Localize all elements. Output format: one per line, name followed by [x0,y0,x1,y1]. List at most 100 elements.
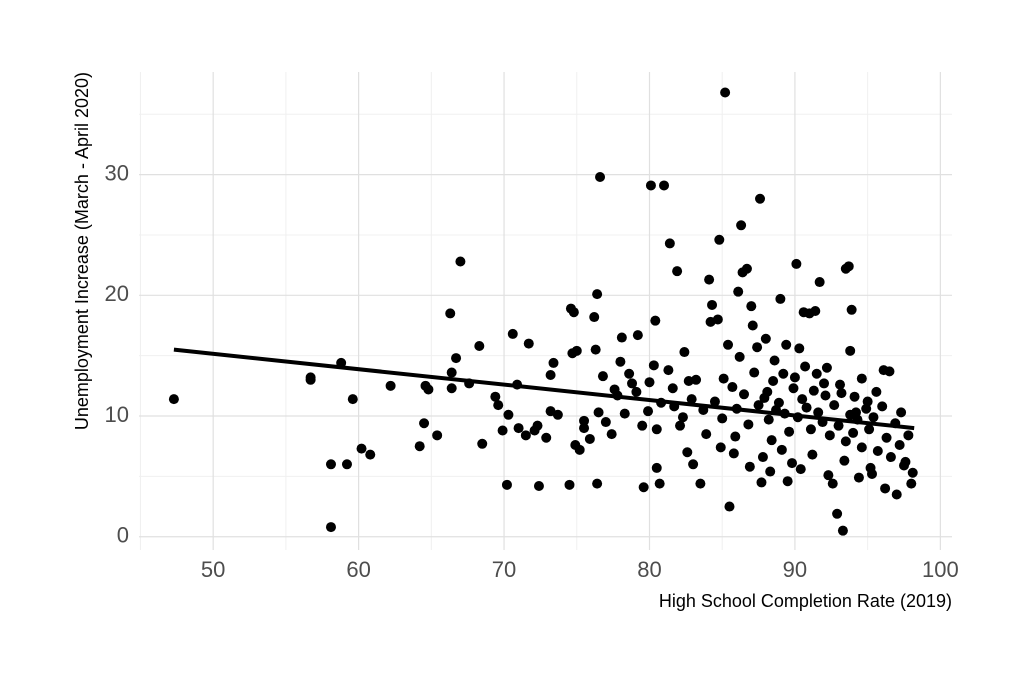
point [734,351,745,362]
point [615,356,626,367]
point [789,372,800,383]
point [592,478,603,489]
point [813,407,824,418]
point [455,256,466,267]
point [819,378,830,389]
point [715,442,726,453]
point [733,286,744,297]
point [385,380,396,391]
x-tick-label: 60 [346,557,370,582]
point [795,464,806,475]
point [347,394,358,405]
point [903,430,914,441]
point [791,258,802,269]
point [325,459,336,470]
point [568,307,579,318]
point [592,289,603,300]
y-axis-title: Unemployment Increase (March - April 202… [72,72,92,430]
point [609,384,620,395]
point [743,419,754,430]
point [643,406,654,417]
point [845,345,856,356]
point [807,449,818,460]
point [756,477,767,488]
point [672,266,683,277]
point [773,397,784,408]
point [872,446,883,457]
point [763,414,774,425]
point [477,438,488,449]
point [846,304,857,315]
point [490,391,501,402]
point [533,481,544,492]
point [736,220,747,231]
point [724,501,735,512]
y-tick-label: 0 [117,523,129,548]
x-tick-label: 70 [492,557,516,582]
point [600,417,611,428]
point [651,424,662,435]
point [832,508,843,519]
point [493,400,504,411]
point [899,460,910,471]
point [675,420,686,431]
point [788,383,799,394]
point [520,430,531,441]
point [595,172,606,183]
point [497,425,508,436]
point [759,392,770,403]
point [593,407,604,418]
y-tick-label: 30 [105,160,129,185]
point [597,371,608,382]
x-tick-label: 80 [637,557,661,582]
point [856,442,867,453]
point [730,431,741,442]
point [827,478,838,489]
point [881,432,892,443]
point [645,180,656,191]
point [446,383,457,394]
point [835,379,846,390]
point [414,441,425,452]
point [836,388,847,399]
point [768,376,779,387]
point [419,418,430,429]
point [778,368,789,379]
point [704,274,715,285]
point [718,373,729,384]
point [848,427,859,438]
point [513,423,524,434]
point [824,430,835,441]
point [840,436,851,447]
point [753,400,764,411]
point [896,407,907,418]
point [445,308,456,319]
point [766,435,777,446]
point [523,338,534,349]
point [616,332,627,343]
point [744,461,755,472]
x-tick-label: 90 [783,557,807,582]
point [701,429,712,440]
point [871,386,882,397]
point [451,353,462,364]
point [590,344,601,355]
point [659,180,670,191]
point [688,459,699,470]
point [757,452,768,463]
point [739,389,750,400]
point [800,361,811,372]
point [474,341,485,352]
point [760,333,771,344]
point [781,339,792,350]
point [341,459,352,470]
point [679,347,690,358]
point [532,420,543,431]
point [776,444,787,455]
point [823,470,834,481]
point [868,412,879,423]
point [906,478,917,489]
point [837,525,848,536]
point [797,394,808,405]
